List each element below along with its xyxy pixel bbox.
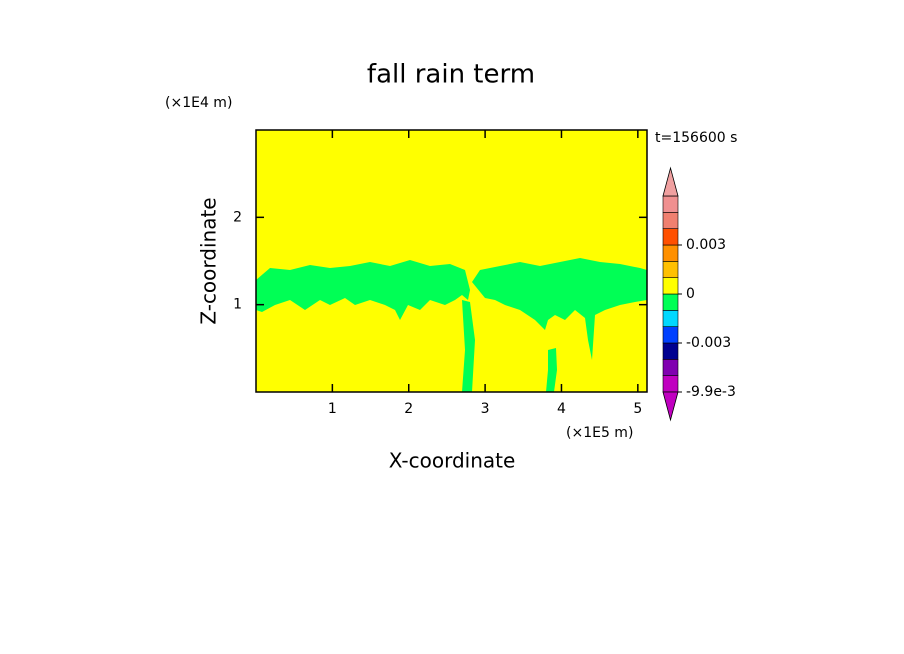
colorbar-over xyxy=(662,166,679,197)
x-tick-label: 3 xyxy=(481,401,490,417)
x-tick-label: 1 xyxy=(328,401,337,417)
x-axis-label: X-coordinate xyxy=(389,449,516,473)
plot-frame xyxy=(255,129,648,393)
y-tick-label: 2 xyxy=(233,209,242,225)
colorbar-segment xyxy=(662,326,679,344)
time-label: t=156600 s xyxy=(655,130,737,146)
colorbar-segment xyxy=(662,195,679,213)
colorbar-segment xyxy=(662,261,679,278)
colorbar-segment xyxy=(662,375,679,393)
colorbar-tick-label: 0.003 xyxy=(686,237,726,253)
chart-title: fall rain term xyxy=(367,60,535,90)
x-tick-label: 4 xyxy=(557,401,566,417)
colorbar-tick-label: 0 xyxy=(686,286,695,302)
colorbar-tick-label: -0.003 xyxy=(686,335,731,351)
colorbar-segment xyxy=(662,310,679,327)
colorbar-segment xyxy=(662,244,679,262)
colorbar-tick-label: -9.9e-3 xyxy=(686,384,736,400)
colorbar-segment xyxy=(662,359,679,376)
y-tick-label: 1 xyxy=(233,297,242,313)
colorbar-segment xyxy=(662,228,679,246)
x-unit: (×1E5 m) xyxy=(566,425,633,441)
colorbar-under xyxy=(662,391,679,422)
x-tick-label: 5 xyxy=(633,401,642,417)
colorbar-segment xyxy=(662,342,679,360)
x-tick-label: 2 xyxy=(404,401,413,417)
contour-region xyxy=(256,258,647,392)
y-unit: (×1E4 m) xyxy=(165,95,232,111)
colorbar-segment xyxy=(662,293,679,311)
colorbar-segment xyxy=(662,277,679,295)
y-axis-label: Z-coordinate xyxy=(197,197,221,324)
colorbar-segment xyxy=(662,212,679,229)
